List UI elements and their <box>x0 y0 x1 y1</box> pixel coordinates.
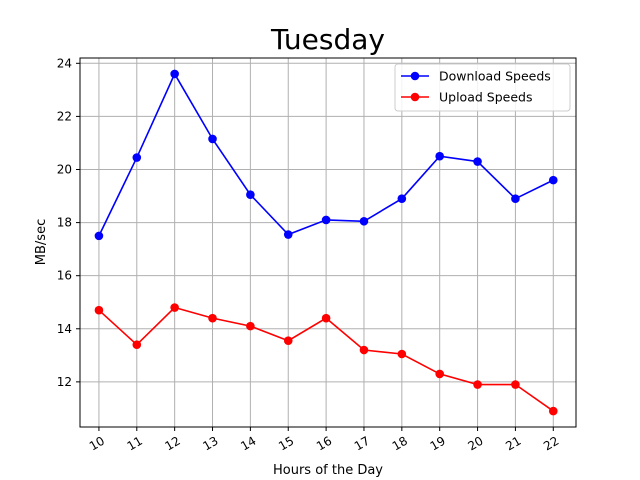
download-speeds-legend-label: Download Speeds <box>439 69 551 84</box>
upload-speeds-point <box>511 380 520 389</box>
download-speeds-point <box>548 175 558 185</box>
y-tick-label: 18 <box>57 216 72 230</box>
upload-speeds-point <box>170 303 179 312</box>
grid <box>80 58 576 427</box>
y-tick-label: 16 <box>57 269 72 283</box>
download-speeds-point <box>94 231 104 241</box>
download-speeds-legend-marker <box>410 71 420 81</box>
y-tick-label: 12 <box>57 375 72 389</box>
upload-speeds-point <box>94 305 104 315</box>
x-tick-label: 14 <box>238 434 258 454</box>
y-tick-label: 20 <box>57 162 72 176</box>
download-speeds-point <box>397 194 407 203</box>
upload-speeds-point <box>208 313 217 323</box>
download-speeds-point <box>208 134 217 144</box>
x-tick-label: 16 <box>314 434 334 454</box>
download-speeds-point <box>435 151 444 161</box>
x-tick-label: 17 <box>352 434 372 454</box>
upload-speeds-legend-marker <box>410 92 420 102</box>
plot-frame <box>79 57 577 428</box>
x-tick-label: 11 <box>125 434 145 454</box>
download-speeds-point <box>283 230 293 239</box>
upload-speeds-point <box>397 349 407 359</box>
series-layer <box>94 69 558 416</box>
x-tick-label: 13 <box>200 434 220 454</box>
x-tick-label: 10 <box>87 434 107 454</box>
x-tick-label: 21 <box>503 434 523 454</box>
download-speeds-point <box>321 215 331 225</box>
x-axis-ticks: 10 11 12 13 14 15 16 17 18 19 20 21 22 <box>87 427 561 454</box>
upload-speeds-point <box>548 406 558 416</box>
x-tick-label: 22 <box>541 434 561 454</box>
upload-speeds-point <box>132 340 142 350</box>
download-speeds-point <box>132 153 142 162</box>
legend-box <box>394 63 571 112</box>
x-tick-label: 20 <box>465 434 485 454</box>
x-tick-label: 12 <box>163 434 183 454</box>
download-speeds-point <box>246 190 255 200</box>
upload-speeds-point <box>435 369 444 379</box>
upload-speeds-legend-label: Upload Speeds <box>439 90 532 105</box>
upload-speeds-point <box>321 313 331 323</box>
download-speeds-point <box>473 157 482 166</box>
y-tick-label: 22 <box>57 109 72 123</box>
x-tick-label: 19 <box>428 434 448 454</box>
x-axis-label: Hours of the Day <box>273 463 383 478</box>
y-tick-label: 24 <box>57 56 72 70</box>
y-tick-label: 14 <box>57 322 72 336</box>
download-speeds-point <box>511 194 520 203</box>
y-axis-label: MB/sec <box>34 219 49 265</box>
legend: Download Speeds Upload Speeds <box>394 63 571 112</box>
x-tick-label: 15 <box>276 434 296 454</box>
upload-speeds-point <box>246 321 255 331</box>
chart-title: Tuesday <box>270 23 385 56</box>
x-tick-label: 18 <box>390 434 410 454</box>
download-speeds-point <box>170 69 179 79</box>
y-axis-ticks: 12 14 16 18 20 22 24 <box>57 56 80 389</box>
upload-speeds-point <box>283 336 293 346</box>
upload-speeds-point <box>359 345 369 355</box>
download-speeds-point <box>359 216 369 226</box>
upload-speeds-point <box>473 380 482 389</box>
